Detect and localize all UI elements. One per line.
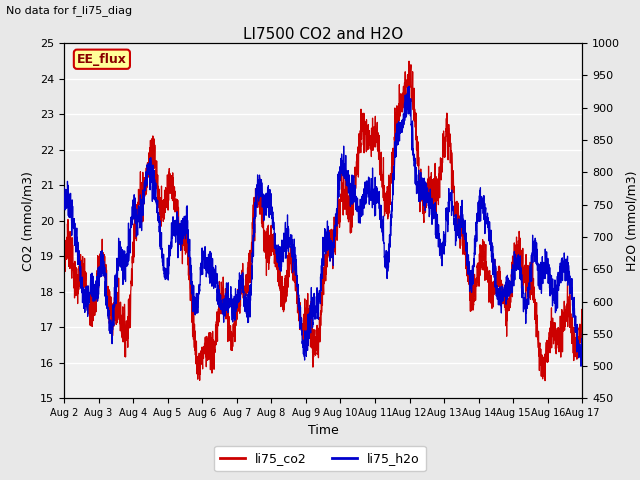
Y-axis label: CO2 (mmol/m3): CO2 (mmol/m3) [22, 171, 35, 271]
Y-axis label: H2O (mmol/m3): H2O (mmol/m3) [626, 170, 639, 271]
Text: EE_flux: EE_flux [77, 53, 127, 66]
Text: No data for f_li75_diag: No data for f_li75_diag [6, 5, 132, 16]
Legend: li75_co2, li75_h2o: li75_co2, li75_h2o [214, 446, 426, 471]
Title: LI7500 CO2 and H2O: LI7500 CO2 and H2O [243, 27, 403, 42]
X-axis label: Time: Time [308, 424, 339, 437]
